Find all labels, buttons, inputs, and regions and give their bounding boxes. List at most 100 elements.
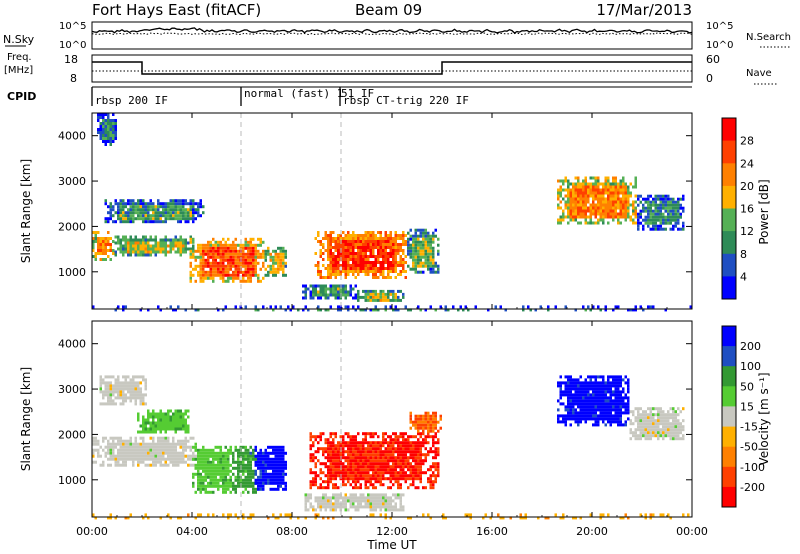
heatmap-cell xyxy=(609,384,612,388)
heatmap-cell xyxy=(172,451,175,455)
heatmap-cell xyxy=(137,208,140,212)
heatmap-cell xyxy=(389,486,392,490)
heatmap-cell xyxy=(357,246,360,249)
heatmap-cell xyxy=(614,393,617,397)
heatmap-cell xyxy=(339,252,342,255)
heatmap-cell xyxy=(577,221,580,225)
heatmap-cell xyxy=(339,255,342,258)
heatmap-cell xyxy=(94,255,97,258)
heatmap-cell xyxy=(377,505,380,509)
heatmap-cell xyxy=(274,451,277,455)
heatmap-cell xyxy=(319,293,322,297)
heatmap-cell xyxy=(407,435,410,439)
heatmap-cell xyxy=(164,202,167,206)
heatmap-cell xyxy=(369,453,372,457)
heatmap-cell xyxy=(397,273,400,276)
heatmap-cell xyxy=(409,468,412,472)
heatmap-cell xyxy=(637,413,640,417)
heatmap-cell xyxy=(149,415,152,419)
heatmap-cell xyxy=(387,477,390,481)
heatmap-cell xyxy=(352,435,355,439)
heatmap-cell xyxy=(642,197,645,201)
heatmap-cell xyxy=(162,418,165,422)
heatmap-cell xyxy=(362,453,365,457)
heatmap-cell xyxy=(589,384,592,388)
heatmap-cell xyxy=(327,234,330,237)
heatmap-cell xyxy=(567,221,570,225)
heatmap-cell xyxy=(579,221,582,225)
heatmap-cell xyxy=(344,508,347,512)
heatmap-cell xyxy=(349,453,352,457)
heatmap-cell xyxy=(367,453,370,457)
heatmap-cell xyxy=(309,486,312,490)
heatmap-cell xyxy=(647,416,650,420)
heatmap-cell xyxy=(394,246,397,249)
heatmap-cell xyxy=(669,209,672,213)
heatmap-cell xyxy=(342,465,345,469)
heatmap-cell xyxy=(402,444,405,448)
freq-label: Freq. xyxy=(7,52,32,63)
heatmap-cell xyxy=(344,496,347,500)
heatmap-cell xyxy=(102,122,105,125)
heatmap-cell xyxy=(137,412,140,416)
heatmap-cell xyxy=(367,292,370,296)
heatmap-cell xyxy=(644,206,647,210)
heatmap-cell xyxy=(354,240,357,243)
heatmap-cell xyxy=(222,252,225,256)
heatmap-cell xyxy=(327,499,330,503)
heatmap-cell xyxy=(329,290,332,294)
heatmap-cell xyxy=(349,267,352,270)
heatmap-cell xyxy=(177,442,180,446)
heatmap-cell xyxy=(587,414,590,418)
heatmap-cell xyxy=(162,211,165,215)
heatmap-cell xyxy=(584,212,587,216)
heatmap-cell xyxy=(414,423,417,427)
heatmap-cell xyxy=(329,459,332,463)
heatmap-cell xyxy=(382,499,385,503)
heatmap-cell xyxy=(402,234,405,237)
heatmap-cell xyxy=(364,505,367,509)
heatmap-cell xyxy=(182,241,185,245)
freq-panel: Freq. [MHz] 18 8 60 0 Nave xyxy=(4,52,778,85)
heatmap-cell xyxy=(354,444,357,448)
heatmap-cell xyxy=(422,420,425,424)
heatmap-cell xyxy=(344,305,347,309)
heatmap-cell xyxy=(249,264,252,268)
heatmap-cell xyxy=(582,197,585,201)
heatmap-cell xyxy=(212,270,215,274)
heatmap-cell xyxy=(92,451,95,455)
heatmap-cell xyxy=(394,435,397,439)
heatmap-cell xyxy=(359,441,362,445)
heatmap-cell xyxy=(592,381,595,385)
heatmap-cell xyxy=(324,231,327,234)
heatmap-cell xyxy=(602,194,605,198)
heatmap-cell xyxy=(597,381,600,385)
heatmap-cell xyxy=(364,471,367,475)
heatmap-cell xyxy=(364,258,367,261)
heatmap-cell xyxy=(392,483,395,487)
heatmap-cell xyxy=(92,439,95,443)
heatmap-cell xyxy=(579,209,582,213)
heatmap-cell xyxy=(99,249,102,252)
heatmap-cell xyxy=(632,308,635,312)
heatmap-cell xyxy=(224,267,227,271)
heatmap-cell xyxy=(584,399,587,403)
heatmap-cell xyxy=(117,214,120,218)
heatmap-cell xyxy=(142,448,145,452)
heatmap-cell xyxy=(402,447,405,451)
heatmap-cell xyxy=(172,460,175,464)
heatmap-cell xyxy=(677,203,680,207)
heatmap-cell xyxy=(369,444,372,448)
heatmap-cell xyxy=(389,237,392,240)
heatmap-cell xyxy=(327,308,330,312)
heatmap-cell xyxy=(169,460,172,464)
heatmap-cell xyxy=(592,188,595,192)
heatmap-cell xyxy=(132,448,135,452)
heatmap-cell xyxy=(372,231,375,234)
heatmap-cell xyxy=(339,308,342,312)
heatmap-cell xyxy=(222,308,225,312)
heatmap-cell xyxy=(432,474,435,478)
heatmap-cell xyxy=(352,444,355,448)
heatmap-cell xyxy=(634,182,637,186)
heatmap-cell xyxy=(199,451,202,455)
